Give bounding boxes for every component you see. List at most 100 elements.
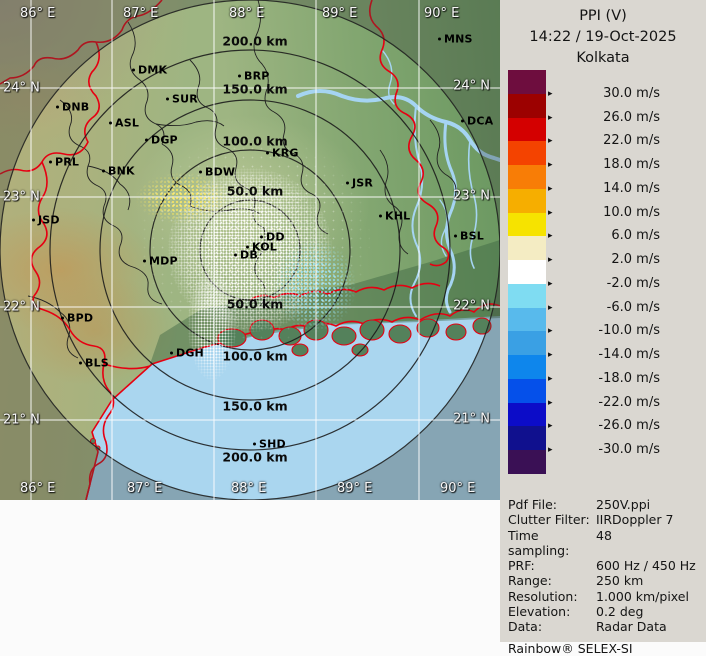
colorbar-band <box>508 402 546 427</box>
tick-arrow-icon: ▸ <box>548 398 553 408</box>
city-dot <box>199 170 202 174</box>
city-marker: DGH <box>170 347 204 360</box>
product-title: PPI (V) <box>579 8 627 24</box>
city-dot <box>56 105 59 109</box>
city-marker: DMK <box>132 64 167 77</box>
city-marker: DD <box>260 231 285 244</box>
ring-label: 50.0 km <box>226 183 284 199</box>
scan-datetime: 14:22 / 19-Oct-2025 <box>529 29 677 45</box>
colorbar-band <box>508 117 546 142</box>
city-marker: DGP <box>145 134 178 147</box>
out-of-range-dim <box>0 0 500 500</box>
city-dot <box>102 169 105 173</box>
city-dot <box>143 259 146 263</box>
ring-label: 100.0 km <box>222 348 288 364</box>
tick-arrow-icon: ▸ <box>548 421 553 431</box>
city-dot <box>132 68 135 72</box>
velocity-colorbar <box>508 70 546 475</box>
legend-entry: ▸ -6.0 m/s <box>548 300 660 315</box>
city-dot <box>238 74 241 78</box>
city-marker: SUR <box>166 93 198 106</box>
meta-row: Time sampling: 48 <box>508 527 612 558</box>
tick-arrow-icon: ▸ <box>548 231 553 241</box>
legend-entry: ▸ 26.0 m/s <box>548 110 660 125</box>
legend-entry: ▸ -10.0 m/s <box>548 323 660 338</box>
city-marker: MDP <box>143 255 178 268</box>
tick-arrow-icon: ▸ <box>548 374 553 384</box>
meta-row: Clutter Filter: IIRDoppler 7 <box>508 512 674 528</box>
city-marker: ASL <box>109 117 139 130</box>
city-dot <box>79 361 82 365</box>
colorbar-band <box>508 331 546 356</box>
legend-entry: ▸ 30.0 m/s <box>548 86 660 101</box>
meta-row: PRF: 600 Hz / 450 Hz <box>508 558 696 574</box>
city-marker: KOL <box>246 241 277 254</box>
legend-entry: ▸ -22.0 m/s <box>548 395 660 410</box>
colorbar-band <box>508 165 546 189</box>
ring-label: 100.0 km <box>222 133 288 149</box>
lat-label-left: 23° N <box>3 189 40 205</box>
city-dot <box>438 37 441 41</box>
city-dot <box>454 234 457 238</box>
station-name: Kolkata <box>576 50 630 66</box>
city-marker: BRP <box>238 70 270 83</box>
city-marker: BNK <box>102 165 135 178</box>
city-dot <box>246 245 249 249</box>
city-marker: KRG <box>266 147 299 160</box>
legend-entry: ▸ -26.0 m/s <box>548 418 660 433</box>
city-dot <box>61 316 64 320</box>
ring-label: 150.0 km <box>222 81 288 97</box>
city-marker: PRL <box>49 156 79 169</box>
lat-label-right: 21° N <box>453 411 490 427</box>
colorbar-band <box>508 450 546 475</box>
city-dot <box>346 181 349 185</box>
lat-label-left: 21° N <box>3 412 40 428</box>
city-dot <box>109 121 112 125</box>
city-dot <box>266 151 269 155</box>
tick-arrow-icon: ▸ <box>548 445 553 455</box>
legend-entry: ▸ -18.0 m/s <box>548 371 660 386</box>
tick-arrow-icon: ▸ <box>548 255 553 265</box>
lon-label-top: 87° E <box>123 6 159 21</box>
city-marker: DNB <box>56 101 89 114</box>
city-marker: BLS <box>79 357 109 370</box>
city-marker: BPD <box>61 312 93 325</box>
tick-arrow-icon: ▸ <box>548 184 553 194</box>
meta-row: Resolution: 1.000 km/pixel <box>508 588 689 604</box>
tick-arrow-icon: ▸ <box>548 160 553 170</box>
lat-label-right: 24° N <box>453 78 490 94</box>
lon-label-top: 86° E <box>20 6 56 21</box>
ring-label: 50.0 km <box>226 296 284 312</box>
colorbar-band <box>508 307 546 332</box>
lat-label-right: 22° N <box>453 298 490 314</box>
city-marker: DB <box>234 249 258 262</box>
meta-row: Range: 250 km <box>508 573 644 589</box>
legend-entry: ▸ -30.0 m/s <box>548 442 660 457</box>
legend-entry: ▸ 14.0 m/s <box>548 181 660 196</box>
city-dot <box>234 253 237 257</box>
lon-label-bottom: 90° E <box>440 481 476 496</box>
scan-metadata: Pdf File: 250V.ppi Clutter Filter: IIRDopp… <box>508 497 703 656</box>
city-marker: BSL <box>454 230 484 243</box>
legend-entry: ▸ 6.0 m/s <box>548 228 660 243</box>
colorbar-band <box>508 188 546 213</box>
lon-label-top: 90° E <box>424 6 460 21</box>
legend-entry: ▸ -14.0 m/s <box>548 347 660 362</box>
tick-arrow-icon: ▸ <box>548 136 553 146</box>
tick-arrow-icon: ▸ <box>548 279 553 289</box>
meta-row: Elevation: 0.2 deg <box>508 604 644 620</box>
lon-label-bottom: 86° E <box>20 481 56 496</box>
panel-header: PPI (V) 14:22 / 19-Oct-2025 Kolkata <box>500 6 706 69</box>
legend-entry: ▸ 18.0 m/s <box>548 157 660 172</box>
lon-label-top: 88° E <box>229 6 265 21</box>
meta-row: Data: Radar Data <box>508 619 667 635</box>
legend-entry: ▸ -2.0 m/s <box>548 276 660 291</box>
city-marker: MNS <box>438 33 473 46</box>
lat-label-left: 22° N <box>3 299 40 315</box>
colorbar-band <box>508 283 546 308</box>
city-marker: BDW <box>199 166 235 179</box>
city-marker: JSR <box>346 177 373 190</box>
legend-entry: ▸ 22.0 m/s <box>548 133 660 148</box>
city-marker: JSD <box>32 214 60 227</box>
colorbar-band <box>508 260 546 284</box>
